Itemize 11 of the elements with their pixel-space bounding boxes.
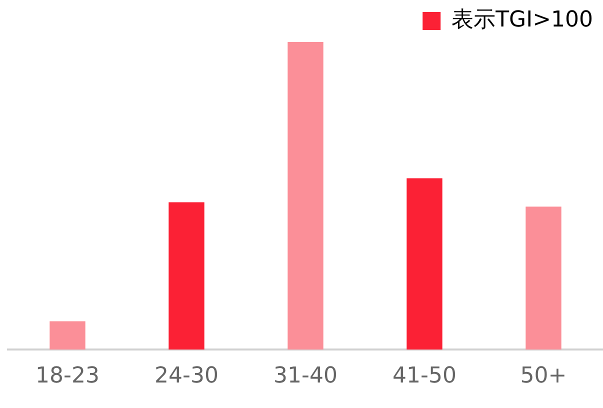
bar bbox=[526, 206, 562, 350]
bar bbox=[50, 321, 86, 350]
legend-label: 表示TGI>100 bbox=[452, 8, 594, 33]
x-tick-label: 31-40 bbox=[274, 364, 338, 389]
x-tick-label: 50+ bbox=[520, 364, 567, 389]
bar bbox=[288, 42, 324, 350]
x-tick-label: 41-50 bbox=[392, 364, 456, 389]
x-tick-label: 18-23 bbox=[36, 364, 100, 389]
bar bbox=[406, 178, 442, 350]
x-tick-label: 24-30 bbox=[154, 364, 218, 389]
bar bbox=[168, 202, 204, 350]
